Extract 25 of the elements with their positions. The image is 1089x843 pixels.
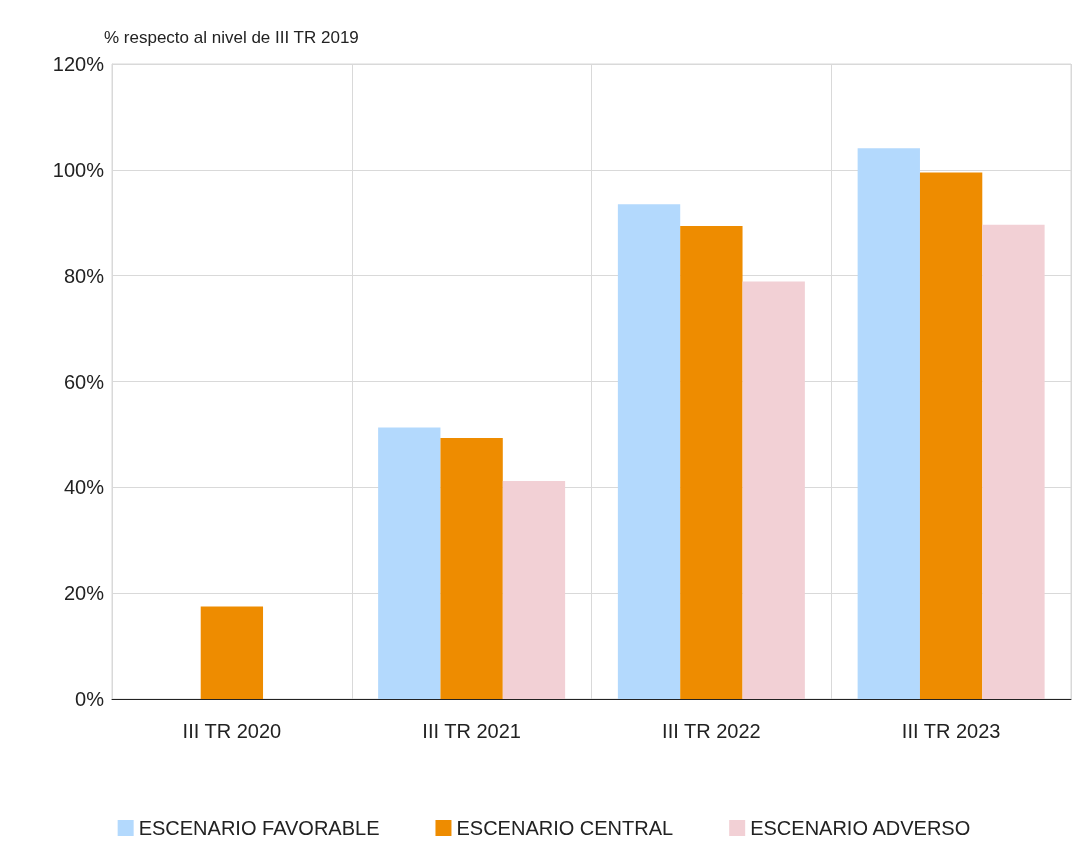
y-axis-title: % respecto al nivel de III TR 2019 — [104, 28, 359, 47]
bar — [982, 224, 1045, 699]
bar — [378, 427, 441, 699]
x-tick-label: III TR 2021 — [422, 720, 521, 742]
legend-label: ESCENARIO FAVORABLE — [138, 817, 380, 839]
bar — [502, 480, 566, 699]
y-tick-label: 60% — [63, 370, 105, 393]
bar — [680, 225, 743, 699]
bar — [200, 606, 264, 699]
y-tick-label: 0% — [75, 688, 105, 710]
y-tick-label: 100% — [52, 158, 105, 181]
legend-label: ESCENARIO ADVERSO — [750, 817, 971, 839]
y-tick-label: 20% — [63, 582, 105, 605]
bar — [919, 172, 983, 699]
x-tick-label: III TR 2023 — [901, 720, 1001, 742]
bar — [617, 204, 681, 699]
bar — [440, 438, 503, 699]
x-tick-label: III TR 2020 — [182, 720, 282, 742]
x-tick-label: III TR 2022 — [662, 720, 761, 742]
y-tick-label: 80% — [63, 264, 105, 287]
y-tick-label: 120% — [52, 53, 105, 75]
bar — [742, 281, 805, 699]
bar — [857, 148, 920, 699]
legend-label: ESCENARIO CENTRAL — [456, 817, 674, 839]
y-tick-label: 40% — [63, 476, 105, 499]
